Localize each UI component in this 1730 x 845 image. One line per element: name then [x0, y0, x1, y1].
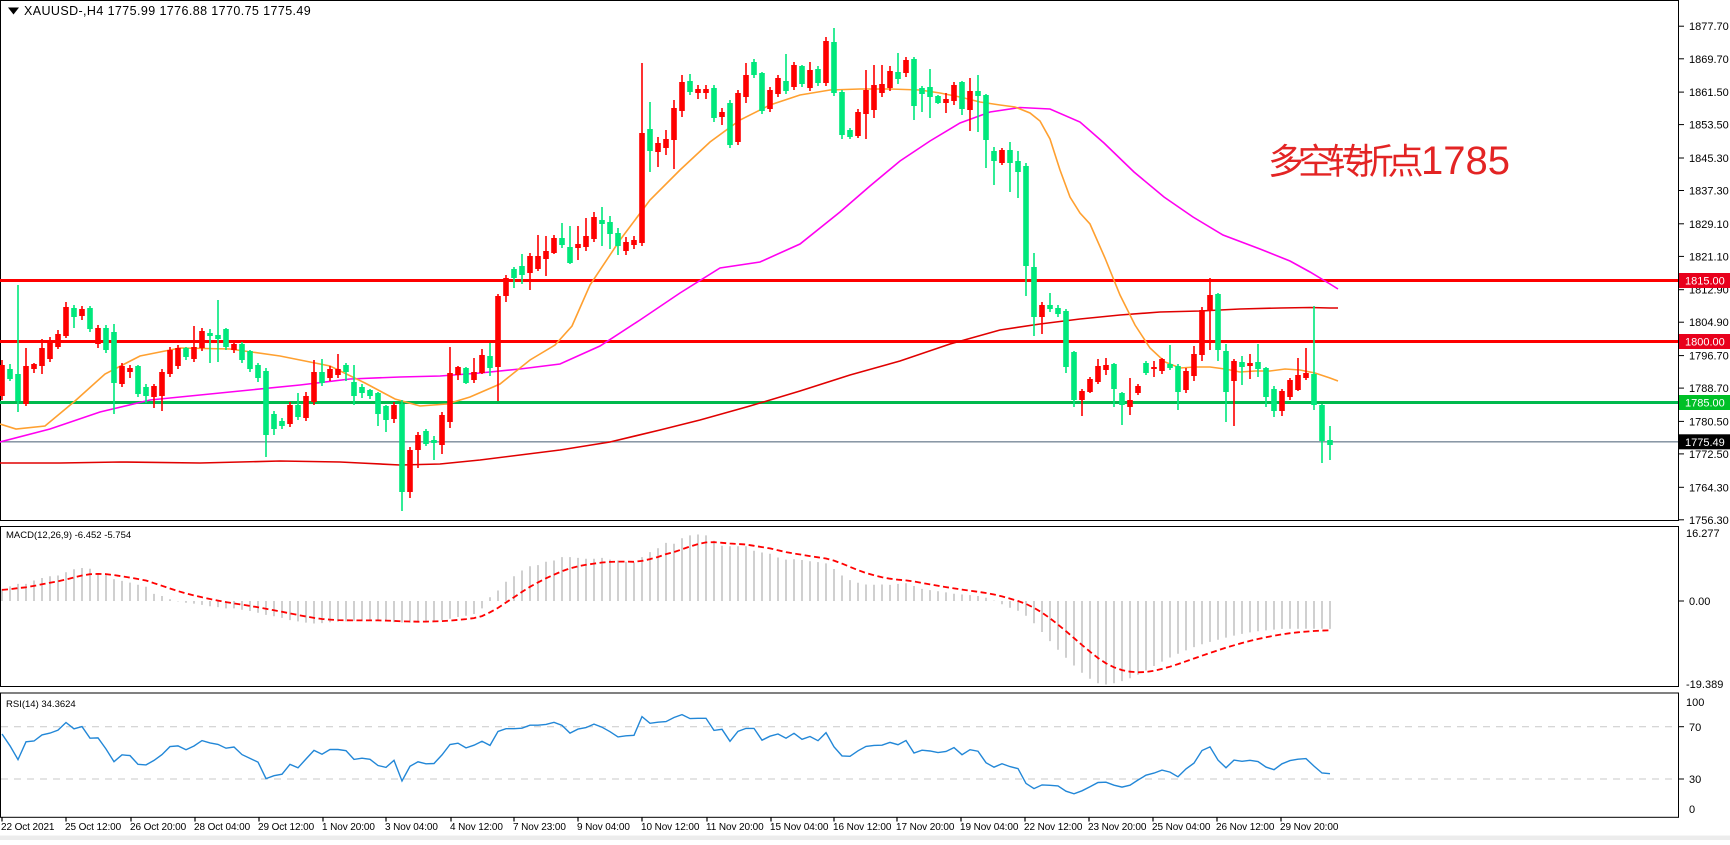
- svg-text:1772.50: 1772.50: [1689, 449, 1729, 461]
- svg-text:1804.90: 1804.90: [1689, 317, 1729, 329]
- svg-text:19 Nov 04:00: 19 Nov 04:00: [960, 822, 1019, 833]
- svg-text:1775.49: 1775.49: [1685, 437, 1725, 449]
- svg-text:1815.00: 1815.00: [1685, 276, 1725, 288]
- svg-text:1821.10: 1821.10: [1689, 251, 1729, 263]
- svg-text:MACD(12,26,9) -6.452 -5.754: MACD(12,26,9) -6.452 -5.754: [6, 530, 131, 541]
- svg-text:RSI(14) 34.3624: RSI(14) 34.3624: [6, 699, 76, 710]
- svg-text:1764.30: 1764.30: [1689, 482, 1729, 494]
- svg-text:1785: 1785: [1421, 139, 1510, 183]
- svg-text:0: 0: [1689, 804, 1695, 816]
- svg-text:17 Nov 20:00: 17 Nov 20:00: [896, 822, 955, 833]
- svg-text:23 Nov 20:00: 23 Nov 20:00: [1088, 822, 1147, 833]
- svg-text:1861.50: 1861.50: [1689, 87, 1729, 99]
- svg-text:70: 70: [1689, 722, 1701, 734]
- svg-text:22 Nov 12:00: 22 Nov 12:00: [1024, 822, 1083, 833]
- svg-text:1780.50: 1780.50: [1689, 416, 1729, 428]
- svg-text:XAUUSD-,H4 1775.99 1776.88 17: XAUUSD-,H4 1775.99 1776.88 1770.75 1775.…: [24, 4, 311, 18]
- svg-text:16 Nov 12:00: 16 Nov 12:00: [833, 822, 892, 833]
- svg-text:1796.70: 1796.70: [1689, 351, 1729, 363]
- svg-text:1 Nov 20:00: 1 Nov 20:00: [322, 822, 375, 833]
- svg-text:16.277: 16.277: [1686, 528, 1720, 540]
- svg-text:26 Oct 20:00: 26 Oct 20:00: [130, 822, 187, 833]
- svg-text:1788.70: 1788.70: [1689, 383, 1729, 395]
- svg-text:25 Nov 04:00: 25 Nov 04:00: [1152, 822, 1211, 833]
- svg-text:1837.30: 1837.30: [1689, 186, 1729, 198]
- svg-text:30: 30: [1689, 774, 1701, 786]
- svg-text:15 Nov 04:00: 15 Nov 04:00: [770, 822, 829, 833]
- svg-text:-19.389: -19.389: [1686, 679, 1723, 691]
- svg-text:1829.10: 1829.10: [1689, 219, 1729, 231]
- svg-text:4 Nov 12:00: 4 Nov 12:00: [450, 822, 503, 833]
- svg-text:100: 100: [1686, 697, 1704, 709]
- svg-text:25 Oct 12:00: 25 Oct 12:00: [65, 822, 122, 833]
- svg-text:11 Nov 20:00: 11 Nov 20:00: [706, 822, 764, 833]
- svg-text:3 Nov 04:00: 3 Nov 04:00: [385, 822, 438, 833]
- svg-text:9 Nov 04:00: 9 Nov 04:00: [577, 822, 630, 833]
- svg-text:0.00: 0.00: [1689, 596, 1710, 608]
- svg-text:28 Oct 04:00: 28 Oct 04:00: [194, 822, 251, 833]
- svg-text:26 Nov 12:00: 26 Nov 12:00: [1216, 822, 1275, 833]
- svg-text:1845.30: 1845.30: [1689, 153, 1729, 165]
- svg-text:1877.70: 1877.70: [1689, 21, 1729, 33]
- svg-text:1785.00: 1785.00: [1685, 398, 1725, 410]
- svg-text:1756.30: 1756.30: [1689, 515, 1729, 527]
- svg-text:7 Nov 23:00: 7 Nov 23:00: [513, 822, 566, 833]
- svg-text:10 Nov 12:00: 10 Nov 12:00: [641, 822, 700, 833]
- svg-text:1800.00: 1800.00: [1685, 337, 1725, 349]
- svg-text:1869.70: 1869.70: [1689, 54, 1729, 66]
- svg-text:29 Nov 20:00: 29 Nov 20:00: [1280, 822, 1339, 833]
- svg-text:1853.50: 1853.50: [1689, 120, 1729, 132]
- svg-text:22 Oct 2021: 22 Oct 2021: [1, 822, 55, 833]
- svg-text:29 Oct 12:00: 29 Oct 12:00: [258, 822, 315, 833]
